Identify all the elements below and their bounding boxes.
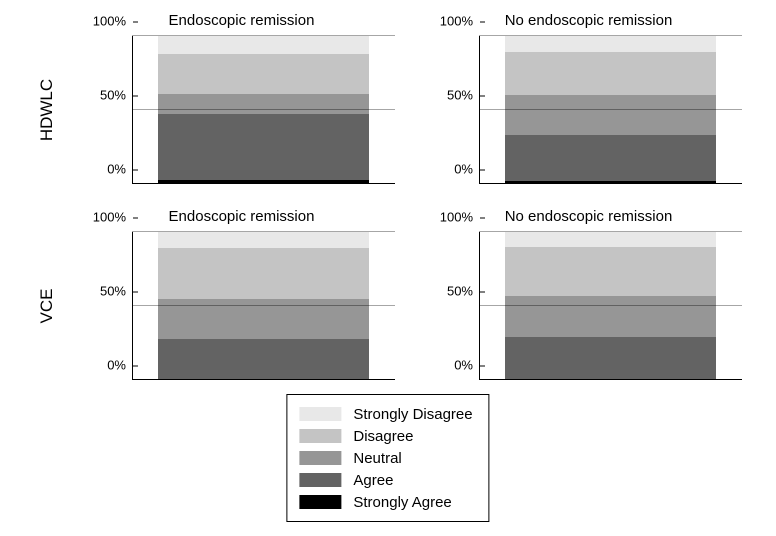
bar-segment-strongly_agree: [158, 180, 368, 184]
legend-item-strongly_agree: Strongly Agree: [299, 491, 472, 513]
ytick-mark: [133, 365, 138, 366]
bar-segment-strongly_agree: [158, 379, 368, 380]
ytick: 50%: [447, 88, 479, 103]
ytick-mark: [480, 365, 485, 366]
panel-grid: Endoscopic remission 0%50%100% No endosc…: [80, 16, 750, 386]
ytick-label: 50%: [100, 284, 126, 299]
bar-segment-agree: [505, 337, 715, 378]
ytick: 50%: [100, 284, 132, 299]
bar-segment-agree: [505, 135, 715, 181]
legend-item-agree: Agree: [299, 469, 472, 491]
ytick-mark: [480, 21, 485, 22]
bar-segment-strongly_disagree: [505, 232, 715, 247]
bar-segment-agree: [158, 114, 368, 179]
bar-segment-disagree: [158, 54, 368, 94]
legend-label: Agree: [353, 472, 393, 489]
bar-stack: [505, 232, 715, 380]
legend-swatch: [299, 407, 341, 421]
ytick-mark: [480, 95, 485, 96]
panel-vce-remission: Endoscopic remission 0%50%100%: [80, 212, 403, 386]
bar-segment-strongly_agree: [505, 379, 715, 380]
ytick-label: 0%: [107, 358, 126, 373]
bar-segment-disagree: [505, 247, 715, 296]
ytick-mark: [133, 217, 138, 218]
ytick: 100%: [440, 14, 479, 29]
bar-segment-neutral: [505, 296, 715, 337]
ytick-label: 100%: [93, 14, 126, 29]
ytick: 100%: [93, 14, 132, 29]
gridline: [479, 231, 742, 232]
bar-segment-neutral: [505, 95, 715, 135]
gridline: [132, 305, 395, 306]
ytick: 50%: [100, 88, 132, 103]
row-label-text: HDWLC: [37, 79, 56, 141]
legend: Strongly Disagree Disagree Neutral Agree Str…: [286, 394, 489, 522]
bar-segment-strongly_disagree: [158, 36, 368, 54]
ytick: 100%: [93, 210, 132, 225]
ytick-mark: [480, 217, 485, 218]
gridline: [479, 305, 742, 306]
bar-stack: [505, 36, 715, 184]
bar-segment-strongly_agree: [505, 181, 715, 184]
ytick-label: 100%: [93, 210, 126, 225]
ytick-mark: [133, 169, 138, 170]
ytick-label: 0%: [454, 162, 473, 177]
bar-segment-strongly_disagree: [505, 36, 715, 52]
panel-hdwlc-remission: Endoscopic remission 0%50%100%: [80, 16, 403, 190]
ytick-label: 0%: [107, 162, 126, 177]
gridline: [479, 35, 742, 36]
bar-segment-neutral: [158, 94, 368, 115]
ytick-mark: [480, 291, 485, 292]
ytick: 0%: [454, 358, 479, 373]
ytick: 0%: [107, 162, 132, 177]
legend-swatch: [299, 429, 341, 443]
panel-vce-no-remission: No endoscopic remission 0%50%100%: [427, 212, 750, 386]
ytick: 0%: [454, 162, 479, 177]
ytick-label: 50%: [100, 88, 126, 103]
bar-segment-agree: [158, 339, 368, 379]
bar-segment-strongly_disagree: [158, 232, 368, 248]
ytick-label: 100%: [440, 210, 473, 225]
legend-item-strongly_disagree: Strongly Disagree: [299, 403, 472, 425]
ytick-label: 50%: [447, 284, 473, 299]
ytick: 50%: [447, 284, 479, 299]
legend-label: Neutral: [353, 450, 401, 467]
row-label-text: VCE: [37, 289, 56, 324]
legend-item-neutral: Neutral: [299, 447, 472, 469]
ytick-mark: [133, 95, 138, 96]
bar-segment-disagree: [505, 52, 715, 95]
bar-segment-disagree: [158, 248, 368, 298]
axes: 0%50%100%: [479, 36, 742, 184]
row-label-vce: VCE: [37, 261, 57, 351]
ytick: 100%: [440, 210, 479, 225]
legend-label: Strongly Agree: [353, 494, 451, 511]
legend-label: Strongly Disagree: [353, 406, 472, 423]
bar-stack: [158, 36, 368, 184]
ytick-mark: [133, 21, 138, 22]
legend-item-disagree: Disagree: [299, 425, 472, 447]
gridline: [132, 35, 395, 36]
legend-swatch: [299, 495, 341, 509]
ytick-mark: [480, 169, 485, 170]
ytick-label: 0%: [454, 358, 473, 373]
panel-hdwlc-no-remission: No endoscopic remission 0%50%100%: [427, 16, 750, 190]
gridline: [132, 231, 395, 232]
ytick-label: 50%: [447, 88, 473, 103]
row-label-hdwlc: HDWLC: [37, 65, 57, 155]
axes: 0%50%100%: [132, 232, 395, 380]
legend-swatch: [299, 473, 341, 487]
small-multiples-figure: HDWLC VCE Endoscopic remission 0%50%100%…: [0, 0, 776, 536]
legend-swatch: [299, 451, 341, 465]
ytick-label: 100%: [440, 14, 473, 29]
axes: 0%50%100%: [132, 36, 395, 184]
axes: 0%50%100%: [479, 232, 742, 380]
legend-label: Disagree: [353, 428, 413, 445]
ytick: 0%: [107, 358, 132, 373]
gridline: [479, 109, 742, 110]
ytick-mark: [133, 291, 138, 292]
bar-stack: [158, 232, 368, 380]
gridline: [132, 109, 395, 110]
